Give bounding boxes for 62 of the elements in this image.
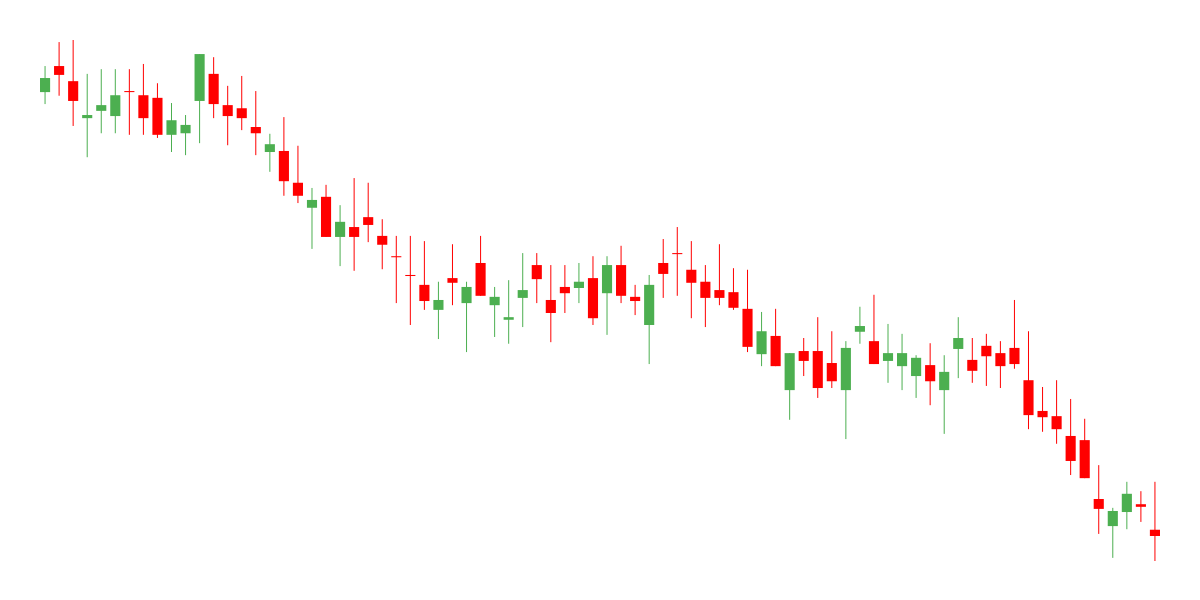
candlestick	[82, 73, 93, 158]
candlestick	[166, 102, 177, 153]
candlestick	[630, 284, 641, 316]
candlestick	[981, 333, 992, 387]
candlestick	[68, 39, 79, 127]
candlestick	[110, 68, 121, 134]
candlestick	[868, 294, 880, 365]
candlestick	[1037, 386, 1048, 433]
candlestick	[447, 243, 458, 306]
candlestick	[1107, 507, 1118, 559]
candlestick	[573, 262, 584, 304]
candlestick	[292, 145, 303, 204]
candlestick	[700, 264, 711, 328]
candlestick	[897, 333, 908, 391]
candlestick	[911, 354, 922, 399]
candlestick	[728, 267, 739, 311]
candlestick	[264, 133, 275, 173]
candlestick	[222, 85, 233, 146]
candlestick	[54, 41, 65, 97]
candlestick	[1009, 299, 1020, 370]
candlestick	[180, 114, 191, 156]
candlestick	[517, 252, 528, 328]
candlestick	[714, 243, 725, 306]
candlestick	[377, 218, 388, 270]
candlestick	[756, 311, 767, 367]
candlestick	[461, 281, 472, 353]
candlestick	[854, 306, 865, 345]
candlestick	[306, 187, 318, 250]
candlestick	[1135, 490, 1146, 523]
candlestick	[405, 235, 416, 326]
candlestick	[335, 204, 346, 267]
candlestick	[882, 323, 894, 384]
candlestick	[96, 68, 107, 134]
candlestick	[967, 337, 978, 384]
candlestick	[826, 330, 837, 389]
candlestick	[1051, 379, 1062, 445]
candlestick	[545, 264, 556, 343]
candlestick	[124, 68, 135, 136]
candlestick	[503, 279, 514, 345]
candlestick	[363, 182, 374, 243]
candlestick	[925, 342, 936, 406]
candlestick	[419, 240, 430, 311]
candlestick	[138, 63, 149, 136]
candlestick	[953, 316, 964, 379]
candlestick	[433, 281, 444, 340]
candlestick	[1149, 481, 1160, 562]
candlestick	[672, 226, 683, 297]
candlestick	[236, 75, 247, 131]
candlestick	[798, 337, 809, 377]
candlestick	[250, 90, 261, 156]
candlestick	[1121, 481, 1132, 530]
candlestick	[489, 286, 500, 338]
candlestick	[686, 240, 697, 319]
candlestick	[559, 264, 570, 314]
candlestick	[531, 252, 542, 304]
candlestick	[1093, 464, 1104, 535]
candlestick	[995, 340, 1006, 389]
candlestick	[939, 354, 950, 435]
candlestick	[391, 235, 402, 304]
candlestick	[658, 238, 669, 299]
candlestick	[40, 65, 51, 105]
candlestick	[349, 177, 360, 272]
